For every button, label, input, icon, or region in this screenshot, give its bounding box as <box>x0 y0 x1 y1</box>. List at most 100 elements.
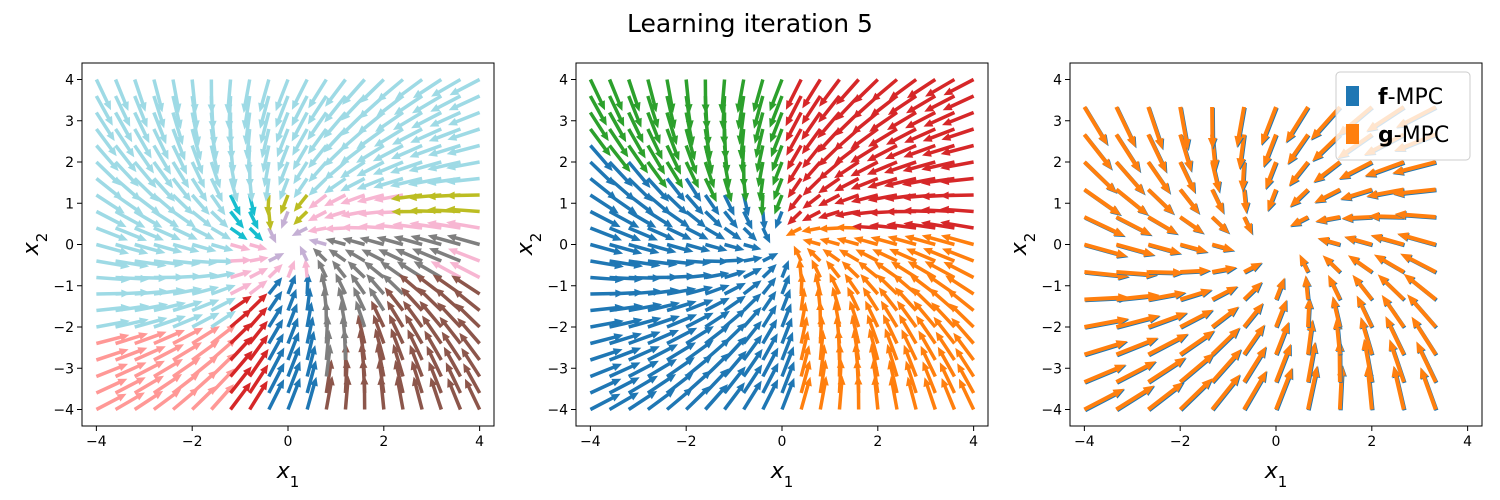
quiver-arrow <box>703 194 720 216</box>
quiver-arrow <box>431 78 462 97</box>
quiver-arrow <box>684 95 694 130</box>
quiver-arrow <box>780 303 792 328</box>
quiver-arrow <box>276 128 290 158</box>
quiver-arrow <box>904 234 936 247</box>
quiver-arrow <box>417 287 443 312</box>
y-tick-label: 4 <box>1053 73 1062 89</box>
quiver-arrow <box>627 375 658 395</box>
quiver-arrow <box>665 95 677 130</box>
quiver-arrow <box>906 94 937 114</box>
x-axis-ticks-middle: −4 −2 0 2 4 <box>580 426 978 450</box>
quiver-arrow <box>95 209 127 228</box>
quiver-arrow <box>923 377 937 411</box>
quiver-arrow <box>786 128 803 156</box>
quiver-arrow <box>608 392 639 411</box>
quiver-arrow <box>685 312 714 329</box>
quiver-arrow <box>426 345 443 378</box>
quiver-arrow-g <box>1274 367 1293 411</box>
quiver-arrow <box>94 78 111 111</box>
quiver-arrow-g <box>1289 188 1310 208</box>
quiver-arrow <box>286 361 301 394</box>
quiver-arrow <box>209 161 222 189</box>
quiver-arrow <box>785 78 803 110</box>
quiver-arrow-g <box>1312 133 1342 162</box>
quiver-arrow <box>430 261 462 279</box>
x-tick-label: 2 <box>873 434 882 450</box>
quiver-arrow <box>172 226 198 240</box>
quiver-arrow <box>115 259 150 269</box>
quiver-arrow <box>704 384 728 411</box>
quiver-arrow <box>412 248 442 263</box>
quiver-arrow <box>780 331 794 361</box>
quiver-arrow <box>171 79 182 113</box>
quiver-arrow <box>647 273 679 282</box>
quiver-arrow <box>291 111 309 142</box>
y-axis-ticks-left: −4 −3 −2 −1 0 1 2 3 4 <box>53 73 82 419</box>
quiver-arrow-g <box>1385 316 1406 356</box>
quiver-arrow <box>850 127 879 149</box>
quiver-arrow <box>267 304 283 328</box>
quiver-arrow <box>609 242 643 255</box>
quiver-arrow <box>685 210 707 228</box>
quiver-arrow <box>589 160 615 186</box>
quiver-arrow <box>267 379 285 411</box>
quiver-arrow <box>742 348 763 378</box>
quiver-arrow <box>248 320 268 345</box>
quiver-arrow <box>437 302 462 329</box>
quiver-arrow <box>723 210 738 229</box>
quiver-arrow <box>302 258 311 278</box>
quiver-arrow <box>685 226 709 240</box>
quiver-arrow-g <box>1340 187 1373 201</box>
quiver-arrow <box>780 361 795 394</box>
quiver-arrow <box>761 264 777 279</box>
quiver-arrow <box>394 78 424 100</box>
quiver-arrow <box>705 257 729 266</box>
quiver-arrow <box>210 384 234 411</box>
quiver-arrow <box>114 111 133 143</box>
quiver-arrow <box>323 111 347 139</box>
quiver-arrow <box>268 253 285 263</box>
quiver-arrow-g <box>1242 281 1263 301</box>
quiver-arrow <box>780 317 793 345</box>
axis-label-subscript: 2 <box>1021 233 1039 243</box>
quiver-arrow <box>171 95 183 130</box>
quiver-arrow <box>836 78 860 105</box>
quiver-arrow <box>275 78 290 112</box>
quiver-arrow <box>955 347 976 378</box>
quiver-arrow <box>264 194 273 217</box>
quiver-arrow <box>785 111 803 142</box>
quiver-arrow-g <box>1210 327 1240 356</box>
quiver-arrow <box>324 209 346 220</box>
quiver-arrow <box>799 360 812 394</box>
quiver-arrow <box>942 94 975 111</box>
quiver-arrow <box>95 226 128 241</box>
quiver-arrow <box>913 300 937 329</box>
quiver-arrow-g <box>1274 321 1289 356</box>
x-tick-label: 2 <box>1367 434 1376 450</box>
quiver-arrow <box>373 193 404 203</box>
quiver-arrow <box>817 111 841 139</box>
quiver-arrow <box>394 376 405 410</box>
quiver-arrow-g <box>1207 107 1217 149</box>
quiver-arrow <box>647 226 675 241</box>
quiver-arrow <box>261 145 271 173</box>
quiver-arrow <box>704 310 730 329</box>
quiver-arrow-g <box>1179 215 1205 234</box>
quiver-arrow <box>759 211 768 231</box>
quiver-arrow <box>780 260 790 279</box>
quiver-arrow <box>646 79 658 113</box>
quiver-arrow <box>876 274 899 296</box>
x-tick: 0 <box>1272 426 1280 450</box>
quiver-arrow <box>850 176 879 190</box>
quiver-arrow <box>259 112 271 144</box>
quiver-arrow <box>427 160 461 172</box>
y-tick-label: 1 <box>1053 196 1062 212</box>
quiver-arrow <box>684 79 693 114</box>
quiver-arrow <box>293 161 309 185</box>
quiver-arrow <box>356 144 385 163</box>
quiver-arrow <box>114 193 144 215</box>
quiver-arrow-g <box>1179 242 1208 254</box>
quiver-arrow <box>96 289 131 298</box>
x-tick: 0 <box>778 426 786 450</box>
quiver-arrow <box>589 333 624 346</box>
